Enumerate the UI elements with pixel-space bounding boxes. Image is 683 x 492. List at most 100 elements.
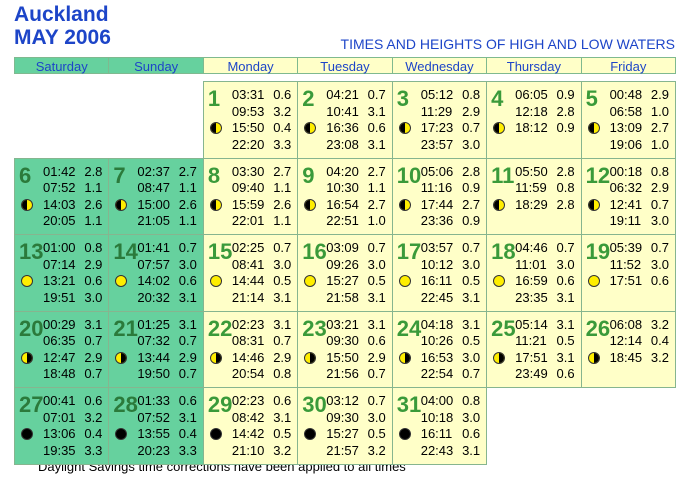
tide-height: 1.1: [84, 180, 103, 196]
day-number: 24: [396, 315, 422, 341]
tide-height: 0.7: [462, 120, 481, 135]
tide-height: 3.1: [367, 316, 386, 332]
weekday-header: Monday: [202, 57, 299, 74]
tide-height: 0.5: [367, 273, 386, 289]
tide-time: 01:41: [137, 240, 170, 256]
tide-time: 18:45: [609, 349, 643, 365]
tide-time: 20:23: [137, 442, 170, 458]
tide-height: 2.9: [84, 256, 103, 272]
day-number: 7: [113, 162, 126, 188]
tide-time: 07:52: [137, 409, 170, 425]
moon-icon: [304, 351, 317, 364]
day-cell: 3 05:12 0.8 11:29 2.9 17:23 0.7 23:57 3.0: [391, 81, 488, 159]
tide-time: 07:01: [43, 409, 76, 425]
tide-height: 0.7: [650, 240, 669, 256]
day-number: 19: [585, 239, 611, 265]
day-number: 1: [207, 86, 221, 111]
weekday-header: Saturday: [14, 57, 110, 74]
moon-shade: [399, 123, 405, 133]
tide-height: 1.0: [367, 213, 386, 229]
tide-time: 15:50: [231, 120, 265, 135]
tide-height: 2.9: [84, 349, 103, 365]
tide-height: 0.6: [84, 273, 103, 289]
moon-shade: [210, 123, 216, 133]
tide-height: 0.4: [273, 120, 292, 135]
tide-height: 3.0: [84, 289, 103, 305]
day-number: 27: [19, 392, 44, 418]
tide-time: 12:18: [515, 103, 548, 119]
tide-height: 0.5: [556, 333, 575, 349]
tide-time: 06:08: [609, 316, 643, 332]
tide-height: 0.7: [84, 333, 103, 349]
tide-height: 1.1: [273, 213, 292, 229]
day-number: 25: [491, 315, 516, 341]
tide-height: 0.8: [650, 163, 669, 179]
moon-icon: [115, 198, 128, 211]
tide-height: 3.2: [650, 316, 669, 332]
day-cell: 18 04:46 0.7 11:01 3.0 16:59 0.6 23:35 3.1: [486, 234, 582, 312]
tide-time: 06:32: [609, 180, 643, 196]
day-cell: 17 03:57 0.7 10:12 3.0 16:11 0.5 22:45 3.1: [391, 234, 488, 312]
tide-time: 01:42: [43, 163, 76, 179]
tide-time: 18:29: [515, 196, 548, 212]
tide-time: 04:18: [420, 316, 454, 332]
tide-height: 3.2: [367, 442, 386, 458]
moon-shade: [404, 352, 410, 363]
tide-time: 21:57: [326, 442, 359, 458]
tide-time: 11:21: [515, 333, 547, 349]
tide-time: 23:36: [420, 213, 454, 229]
tide-time: 00:48: [609, 87, 643, 102]
tide-time: 09:53: [231, 103, 265, 119]
tide-time: 19:06: [609, 136, 643, 152]
moon-icon: [493, 198, 506, 211]
tide-height: 3.3: [84, 442, 103, 458]
moon-icon: [115, 351, 128, 364]
tide-height: 0.6: [178, 273, 197, 289]
tide-height: 2.6: [84, 196, 103, 212]
day-cell: 26 06:08 3.2 12:14 0.4 18:45 3.2: [580, 310, 676, 389]
tide-height: 3.1: [556, 349, 575, 365]
moon-icon: [21, 428, 33, 441]
day-number: 29: [207, 392, 233, 418]
tide-height: 0.6: [650, 273, 669, 289]
moon-shade: [121, 352, 127, 363]
tide-time: 01:00: [43, 240, 76, 256]
tide-time: 17:51: [515, 349, 548, 365]
tide-time: 21:14: [231, 289, 265, 305]
tide-time: 19:50: [137, 366, 170, 382]
day-number: 16: [302, 239, 327, 265]
moon-icon: [398, 198, 411, 211]
day-number: 5: [585, 86, 598, 111]
tide-height: 2.9: [650, 180, 669, 196]
tide-time: 04:46: [515, 240, 548, 256]
tide-height: 3.2: [84, 409, 103, 425]
tide-height: 0.7: [367, 87, 386, 102]
tide-height: 2.8: [556, 103, 575, 119]
moon-shade: [593, 352, 599, 363]
tide-height: 2.8: [556, 196, 575, 212]
day-number: 15: [207, 239, 233, 265]
moon-icon: [493, 122, 506, 134]
tide-time: 04:20: [326, 163, 359, 179]
tide-time: 05:39: [609, 240, 643, 256]
tide-time: 16:11: [420, 426, 453, 442]
tide-height: 2.9: [367, 349, 386, 365]
tide-height: 3.0: [462, 409, 481, 425]
tide-height: 2.6: [178, 196, 197, 212]
tide-time: 00:29: [43, 316, 76, 332]
tide-height: 0.4: [84, 426, 103, 442]
tide-height: 3.0: [273, 256, 292, 272]
moon-shade: [588, 123, 594, 133]
day-cell: 30 03:12 0.7 09:30 3.0 15:27 0.5 21:57 3.2: [297, 387, 393, 465]
tide-time: 08:47: [137, 180, 170, 196]
tide-time: 17:51: [609, 273, 643, 289]
tide-time: 18:12: [515, 120, 548, 135]
tide-time: 20:05: [43, 213, 76, 229]
day-number: 10: [396, 162, 422, 188]
day-cell: 19 05:39 0.7 11:52 3.0 17:51 0.6: [580, 234, 676, 312]
tide-time: 07:57: [137, 256, 170, 272]
moon-shade: [494, 123, 500, 133]
tide-time: 02:25: [231, 240, 265, 256]
tide-time: 13:55: [137, 426, 170, 442]
day-number: 22: [207, 315, 233, 341]
